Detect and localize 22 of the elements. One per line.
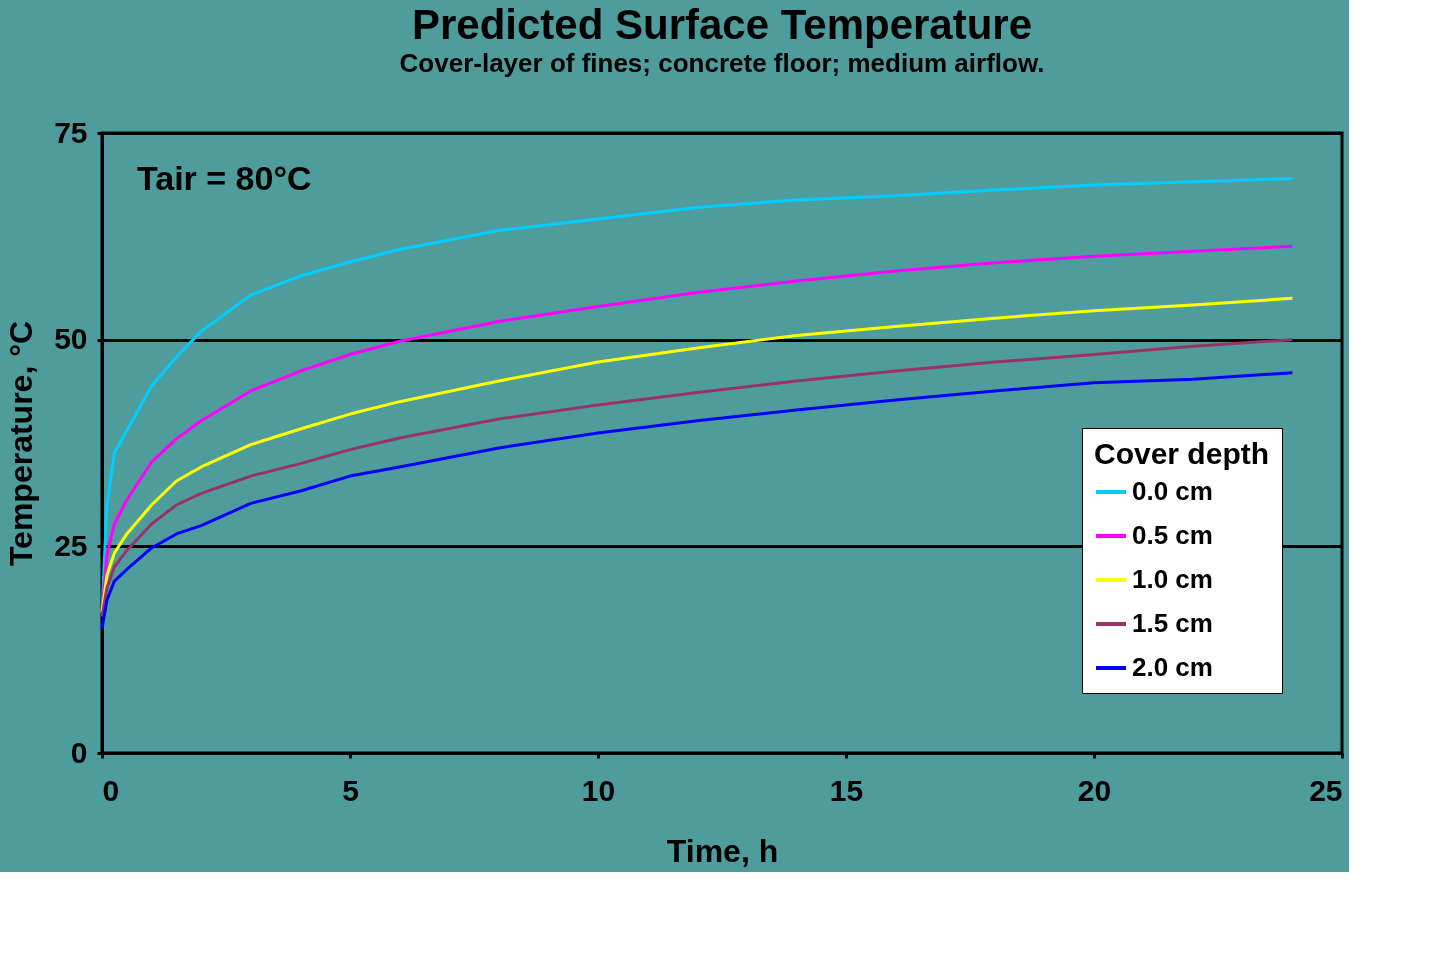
legend-title: Cover depth — [1094, 437, 1270, 470]
y-tick-label: 0 — [70, 735, 88, 769]
x-tick-label: 10 — [581, 773, 616, 807]
legend-label: 1.5 cm — [1132, 608, 1213, 638]
line-series — [100, 371, 1294, 631]
legend-label: 0.0 cm — [1132, 476, 1213, 506]
x-tick-label: 20 — [1077, 773, 1112, 807]
chart-subtitle: Cover-layer of fines; concrete floor; medium airflow. — [399, 48, 1045, 78]
x-tick-label: 0 — [102, 773, 120, 807]
x-tick-label: 25 — [1309, 773, 1343, 807]
legend-label: 2.0 cm — [1132, 652, 1213, 682]
y-tick-label: 75 — [54, 115, 88, 149]
x-tick-label: 5 — [342, 773, 359, 807]
legend-label: 0.5 cm — [1132, 520, 1213, 550]
y-tick-label: 25 — [54, 528, 88, 562]
y-tick-label: 50 — [54, 322, 88, 356]
y-axis-title: Temperature, °C — [3, 320, 40, 567]
legend-label: 1.0 cm — [1132, 564, 1213, 594]
x-tick-label: 15 — [829, 773, 864, 807]
annotation: Tair = 80°C — [137, 159, 312, 197]
x-axis-title: Time, h — [666, 832, 779, 869]
chart-title: Predicted Surface Temperature — [411, 1, 1033, 48]
